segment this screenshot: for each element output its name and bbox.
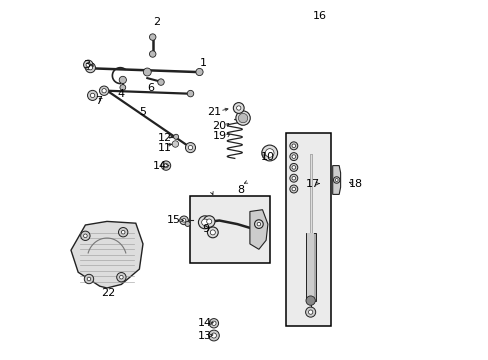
Text: 1: 1: [199, 58, 206, 68]
Circle shape: [119, 76, 126, 84]
Text: 19: 19: [212, 131, 226, 141]
Circle shape: [85, 63, 95, 73]
Circle shape: [120, 275, 123, 279]
Circle shape: [261, 145, 277, 161]
Text: 6: 6: [147, 83, 154, 93]
Circle shape: [161, 161, 170, 170]
Polygon shape: [249, 210, 267, 249]
Text: 5: 5: [139, 107, 146, 117]
Circle shape: [289, 174, 297, 182]
Text: 22: 22: [101, 288, 115, 298]
Text: 16: 16: [312, 11, 326, 21]
Circle shape: [121, 230, 125, 234]
Text: 11: 11: [157, 143, 171, 153]
Circle shape: [289, 185, 297, 193]
Text: 15: 15: [166, 215, 180, 225]
Circle shape: [238, 113, 247, 123]
Circle shape: [117, 273, 126, 282]
Circle shape: [305, 307, 315, 317]
Circle shape: [88, 66, 92, 70]
Circle shape: [209, 319, 218, 328]
Circle shape: [239, 115, 246, 121]
Circle shape: [291, 166, 295, 169]
Circle shape: [235, 111, 250, 125]
Circle shape: [99, 86, 108, 95]
Circle shape: [211, 333, 216, 338]
Circle shape: [333, 177, 339, 183]
Circle shape: [210, 230, 215, 235]
Circle shape: [211, 321, 216, 325]
Circle shape: [182, 219, 185, 222]
Circle shape: [149, 51, 156, 57]
Circle shape: [291, 176, 295, 180]
Text: 14: 14: [153, 161, 166, 171]
Circle shape: [149, 34, 156, 40]
Circle shape: [305, 296, 315, 305]
Bar: [306, 233, 314, 301]
Text: 14: 14: [198, 318, 211, 328]
Circle shape: [289, 142, 297, 150]
Circle shape: [257, 222, 260, 226]
Text: 17: 17: [305, 179, 319, 189]
Text: 12: 12: [157, 132, 171, 143]
Circle shape: [291, 155, 295, 158]
Circle shape: [185, 221, 190, 226]
Circle shape: [289, 163, 297, 171]
Circle shape: [308, 310, 312, 314]
Circle shape: [179, 216, 188, 225]
Text: 18: 18: [348, 179, 363, 189]
Circle shape: [120, 85, 125, 90]
Circle shape: [172, 141, 178, 147]
Circle shape: [81, 231, 90, 240]
Text: 20: 20: [212, 121, 226, 131]
Bar: [305, 233, 315, 301]
Text: 8: 8: [237, 185, 244, 195]
Circle shape: [86, 63, 90, 67]
Text: 13: 13: [198, 330, 211, 341]
Circle shape: [196, 68, 203, 76]
Circle shape: [207, 227, 218, 238]
Circle shape: [163, 163, 168, 168]
Circle shape: [158, 79, 164, 85]
Text: 7: 7: [95, 96, 102, 106]
Circle shape: [291, 187, 295, 191]
Circle shape: [206, 219, 211, 224]
Text: 3: 3: [83, 60, 90, 70]
Circle shape: [173, 134, 178, 139]
Circle shape: [83, 234, 87, 238]
Circle shape: [265, 149, 273, 157]
Circle shape: [87, 277, 91, 281]
Circle shape: [254, 220, 263, 228]
Text: 10: 10: [261, 152, 274, 162]
Polygon shape: [332, 166, 340, 194]
Circle shape: [201, 219, 208, 225]
Bar: [190, 196, 269, 263]
Circle shape: [203, 216, 215, 227]
Circle shape: [90, 93, 95, 98]
Circle shape: [236, 106, 241, 110]
Circle shape: [143, 68, 151, 76]
Circle shape: [335, 179, 337, 181]
Text: 21: 21: [206, 107, 221, 117]
Circle shape: [198, 216, 211, 229]
Circle shape: [208, 330, 219, 341]
Circle shape: [188, 145, 192, 150]
Text: 9: 9: [202, 224, 209, 234]
Circle shape: [102, 89, 106, 93]
Circle shape: [233, 103, 244, 113]
Circle shape: [84, 274, 94, 284]
Circle shape: [185, 143, 195, 153]
Circle shape: [187, 90, 193, 97]
Circle shape: [118, 228, 127, 237]
Circle shape: [87, 90, 98, 100]
Text: 2: 2: [152, 17, 160, 27]
Text: 4: 4: [118, 89, 125, 99]
Circle shape: [289, 153, 297, 161]
Circle shape: [83, 60, 93, 69]
Polygon shape: [71, 221, 142, 288]
Bar: [285, 133, 330, 326]
Circle shape: [291, 144, 295, 148]
